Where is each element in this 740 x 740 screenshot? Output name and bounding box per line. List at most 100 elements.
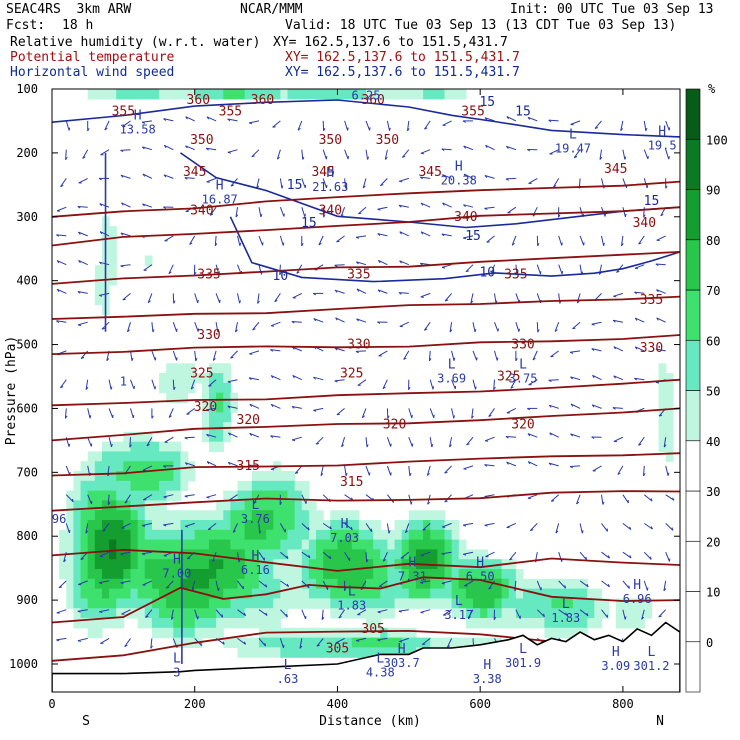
rh-cell xyxy=(344,627,353,639)
rh-cell xyxy=(587,618,595,629)
rh-cell xyxy=(266,598,274,609)
wind-vector-head xyxy=(249,432,252,437)
wind-vector-head xyxy=(506,146,509,149)
rh-cell xyxy=(216,412,224,423)
rh-cell xyxy=(394,539,403,551)
rh-cell xyxy=(244,569,253,580)
contour-label: 350 xyxy=(319,133,342,148)
rh-cell xyxy=(123,578,132,590)
wind-vector-head xyxy=(141,146,145,150)
hl-value: 19.5 xyxy=(648,138,677,152)
rh-cell xyxy=(116,549,124,560)
rh-cell xyxy=(473,588,481,600)
rh-cell xyxy=(294,549,303,560)
wind-vector-head xyxy=(594,127,598,129)
rh-cell xyxy=(544,588,553,600)
wind-vector-head xyxy=(77,206,81,209)
rh-cell xyxy=(251,637,260,648)
rh-cell xyxy=(537,598,546,609)
rh-cell xyxy=(159,578,167,590)
rh-cell xyxy=(116,89,124,100)
rh-cell xyxy=(180,451,189,462)
rh-cell xyxy=(565,627,574,639)
rh-cell xyxy=(66,510,75,521)
wind-vector-head xyxy=(493,386,496,390)
rh-cell xyxy=(109,480,117,492)
rh-cell xyxy=(273,500,281,511)
rh-cell xyxy=(622,598,631,609)
rh-cell xyxy=(344,510,353,521)
hl-letter: L xyxy=(562,597,570,612)
rh-cell xyxy=(301,559,310,570)
rh-cell xyxy=(437,559,446,570)
rh-cell xyxy=(394,89,403,100)
rh-cell xyxy=(458,569,467,580)
contour-label: 330 xyxy=(347,338,370,353)
rh-cell xyxy=(480,549,488,560)
rh-cell xyxy=(137,539,146,551)
wind-vector xyxy=(558,609,568,616)
wind-vector-head xyxy=(399,180,403,183)
wind-vector-head xyxy=(548,462,552,466)
wind-vector-head xyxy=(427,501,431,505)
rh-cell xyxy=(137,618,146,629)
rh-cell xyxy=(180,480,189,492)
rh-cell xyxy=(109,549,117,560)
rh-cell xyxy=(494,618,503,629)
wind-vector-head xyxy=(107,501,111,505)
wind-vector-head xyxy=(60,386,64,389)
wind-vector xyxy=(344,551,351,562)
rh-cell xyxy=(216,627,224,639)
wind-vector xyxy=(292,346,302,352)
rh-cell xyxy=(373,549,381,560)
rh-cell xyxy=(80,598,89,609)
wind-vector-head xyxy=(187,557,191,560)
rh-cell xyxy=(73,529,82,541)
rh-cell xyxy=(130,559,139,570)
rh-cell xyxy=(273,618,281,629)
wind-vector xyxy=(641,609,645,620)
rh-cell xyxy=(380,539,389,551)
rh-cell xyxy=(116,500,124,511)
wind-vector-head xyxy=(230,356,234,359)
wind-vector xyxy=(165,580,174,589)
wind-vector-head xyxy=(449,444,452,448)
rh-cell xyxy=(123,461,132,472)
rh-cell xyxy=(494,608,503,619)
rh-cell xyxy=(66,539,75,551)
rh-cell xyxy=(423,637,431,648)
rh-cell xyxy=(223,529,232,541)
rh-cell xyxy=(223,431,232,443)
wind-vector-head xyxy=(133,386,135,390)
rh-cell xyxy=(94,618,103,629)
wind-vector xyxy=(141,120,152,123)
rh-cell xyxy=(159,549,167,560)
wind-vector-head xyxy=(656,317,659,321)
wind-vector xyxy=(301,149,304,160)
wind-vector xyxy=(170,609,174,620)
wind-vector xyxy=(65,523,70,534)
wind-vector-head xyxy=(441,582,445,585)
wind-vector xyxy=(420,580,431,583)
rh-cell xyxy=(130,510,139,521)
hl-value: 7.00 xyxy=(162,566,191,580)
rh-cell xyxy=(151,441,160,453)
contour-label: 340 xyxy=(454,210,477,225)
wind-vector xyxy=(185,462,195,467)
wind-vector xyxy=(377,206,388,210)
rh-cell xyxy=(301,569,310,580)
rh-cell xyxy=(87,549,96,560)
wind-vector-head xyxy=(345,185,348,189)
wind-vector xyxy=(151,350,156,361)
wind-vector-head xyxy=(210,213,214,216)
rh-cell xyxy=(330,608,339,619)
rh-cell xyxy=(94,588,103,600)
rh-cell xyxy=(87,529,96,541)
rh-cell xyxy=(266,578,274,590)
rh-cell xyxy=(351,520,360,531)
rh-cell xyxy=(465,637,474,648)
colorbar-band xyxy=(685,440,701,492)
rh-cell xyxy=(123,598,132,609)
rh-cell xyxy=(530,618,538,629)
